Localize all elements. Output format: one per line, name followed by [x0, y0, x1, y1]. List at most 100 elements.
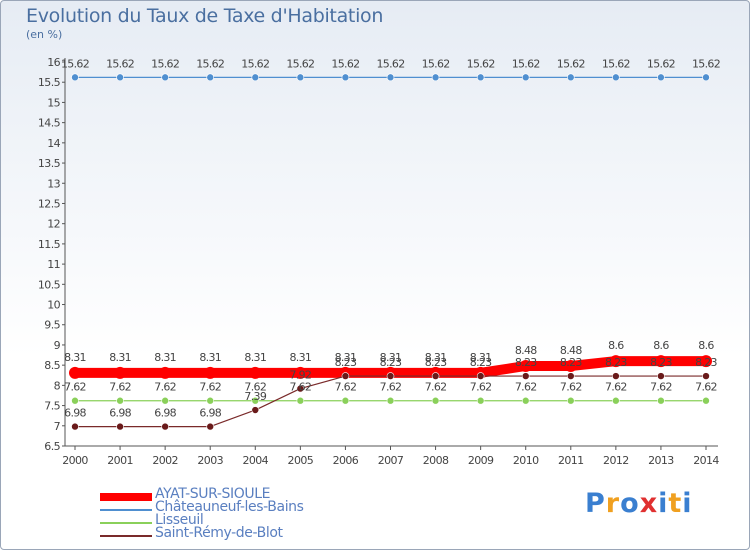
y-tick-label: 10.5 — [38, 278, 61, 291]
series-1-point — [566, 73, 575, 82]
series-0-point — [654, 355, 667, 368]
series-3-data-label: 6.98 — [154, 407, 176, 420]
series-2-data-label: 7.62 — [380, 381, 402, 394]
series-0-point — [294, 366, 307, 379]
legend-label: Saint-Rémy-de-Blot — [155, 525, 283, 541]
series-0-data-label: 8.31 — [425, 351, 447, 364]
series-2-data-label: 7.62 — [154, 381, 176, 394]
series-0-data-label: 8.31 — [290, 351, 312, 364]
y-tick-label: 11 — [47, 258, 60, 271]
series-1-point — [431, 73, 440, 82]
y-tick-label: 13.5 — [38, 157, 61, 170]
y-tick-label: 10 — [47, 299, 60, 312]
series-3-point — [612, 372, 620, 380]
legend-label: Lisseuil — [155, 512, 204, 528]
series-0-point — [204, 366, 217, 379]
x-tick-label: 2002 — [152, 454, 178, 467]
x-tick-label: 2009 — [468, 454, 494, 467]
y-tick-label: 7 — [54, 420, 61, 433]
series-0-point — [564, 359, 577, 372]
series-3-data-label: 6.98 — [109, 407, 131, 420]
series-1-data-label: 15.62 — [377, 57, 405, 70]
series-2-data-label: 7.62 — [244, 381, 266, 394]
series-2-point — [476, 396, 485, 405]
series-2-data-label: 7.62 — [650, 381, 672, 394]
series-0-point — [159, 366, 172, 379]
series-2-data-label: 7.62 — [695, 381, 717, 394]
series-0-point — [249, 366, 262, 379]
logo-letter: t — [668, 488, 683, 519]
y-tick-label: 8 — [54, 379, 61, 392]
series-0-point — [700, 355, 712, 368]
series-3-data-label: 6.98 — [64, 407, 86, 420]
series-0-point — [114, 366, 127, 379]
series-1-data-label: 15.62 — [106, 57, 134, 70]
series-1-point — [116, 73, 124, 82]
series-3-data-label: 8.23 — [515, 356, 537, 369]
proxiti-logo: Proxiti — [585, 488, 693, 519]
series-0-point — [69, 366, 81, 379]
series-1-point — [386, 73, 395, 82]
series-1-point — [251, 73, 260, 82]
series-1-point — [476, 73, 485, 82]
series-2-data-label: 7.62 — [425, 381, 447, 394]
series-2-point — [116, 396, 124, 405]
series-2-point — [431, 396, 440, 405]
x-tick-label: 2011 — [558, 454, 584, 467]
y-tick-label: 12 — [47, 218, 60, 231]
legend-swatch — [100, 509, 152, 511]
x-tick-label: 2003 — [197, 454, 223, 467]
series-1-data-label: 15.62 — [286, 57, 314, 70]
y-tick-label: 12.5 — [38, 197, 61, 210]
series-1-point — [71, 73, 79, 82]
x-tick-label: 2014 — [693, 454, 719, 467]
series-3-data-label: 8.23 — [560, 356, 582, 369]
series-2-point — [521, 396, 530, 405]
series-1-data-label: 15.62 — [602, 57, 630, 70]
x-tick-label: 2006 — [333, 454, 359, 467]
y-tick-label: 15.5 — [38, 76, 61, 89]
series-2-data-label: 7.62 — [560, 381, 582, 394]
series-0-data-label: 8.31 — [335, 351, 357, 364]
series-1-point — [206, 73, 215, 82]
legend-label: AYAT-SUR-SIOULE — [155, 486, 271, 502]
series-2-data-label: 7.62 — [605, 381, 627, 394]
series-0-data-label: 8.31 — [244, 351, 266, 364]
series-1-data-label: 15.62 — [467, 57, 495, 70]
series-0-data-label: 8.31 — [64, 351, 86, 364]
series-3-point — [702, 372, 710, 380]
series-3-point — [116, 422, 124, 431]
logo-letter: x — [639, 488, 659, 519]
series-1-data-label: 15.62 — [692, 57, 720, 70]
legend-swatch — [100, 535, 152, 537]
series-1-data-label: 15.62 — [196, 57, 224, 70]
y-tick-label: 11.5 — [38, 238, 61, 251]
legend-label: Châteauneuf-les-Bains — [155, 499, 304, 515]
series-0-data-label: 8.6 — [608, 339, 624, 352]
series-1-data-label: 15.62 — [241, 57, 269, 70]
series-3-data-label: 8.23 — [425, 356, 447, 369]
y-tick-label: 14.5 — [38, 117, 61, 130]
series-3-data-label: 8.23 — [470, 356, 492, 369]
series-2-point — [341, 396, 350, 405]
series-1-data-label: 15.62 — [422, 57, 450, 70]
series-3-point — [251, 406, 260, 414]
logo-letter: i — [682, 488, 693, 519]
y-tick-label: 14 — [47, 137, 60, 150]
x-tick-label: 2004 — [242, 454, 268, 467]
x-tick-label: 2005 — [288, 454, 314, 467]
series-2-point — [657, 396, 665, 405]
series-2-point — [296, 396, 305, 405]
series-2-point — [612, 396, 620, 405]
series-0-data-label: 8.31 — [380, 351, 402, 364]
series-3-data-label: 8.23 — [650, 356, 672, 369]
x-tick-label: 2001 — [107, 454, 133, 467]
series-3-data-label: 8.23 — [695, 356, 717, 369]
series-2-data-label: 7.62 — [290, 381, 312, 394]
series-3-point — [71, 422, 79, 431]
series-1-data-label: 15.62 — [512, 57, 540, 70]
series-1-point — [161, 73, 169, 82]
series-3-data-label: 7.92 — [290, 369, 312, 382]
series-0-data-label: 8.31 — [199, 351, 221, 364]
